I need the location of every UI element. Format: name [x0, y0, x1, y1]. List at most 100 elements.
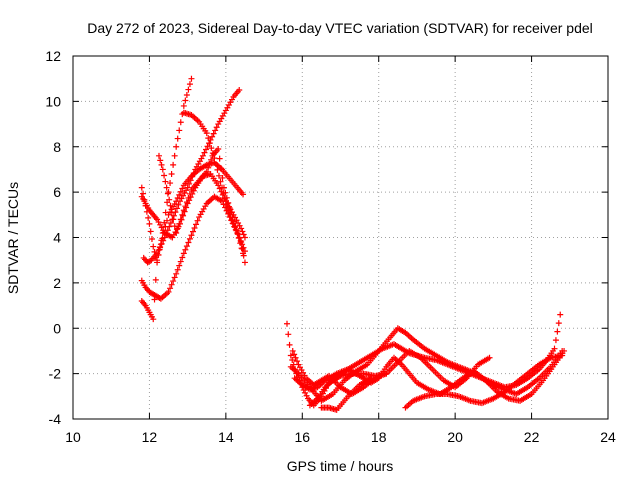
- data-point: [170, 216, 177, 223]
- y-tick-label: 4: [53, 230, 61, 246]
- data-point: [555, 320, 562, 327]
- data-point: [183, 92, 190, 99]
- data-point: [177, 216, 184, 223]
- data-point: [286, 341, 293, 348]
- data-point: [486, 354, 493, 361]
- data-point: [157, 241, 164, 248]
- data-point: [233, 227, 240, 234]
- data-point: [205, 135, 212, 142]
- data-point: [289, 357, 296, 364]
- data-point: [182, 97, 189, 104]
- y-tick-label: 12: [45, 48, 61, 64]
- series-s7: [180, 109, 248, 255]
- data-point: [162, 178, 169, 185]
- data-point: [186, 190, 193, 197]
- data-point: [208, 156, 215, 163]
- data-point: [216, 155, 223, 162]
- x-axis-label: GPS time / hours: [287, 458, 394, 474]
- data-point: [176, 220, 183, 227]
- series-s6: [155, 146, 248, 266]
- data-point: [234, 231, 241, 238]
- data-point: [167, 202, 174, 209]
- data-point: [173, 205, 180, 212]
- data-point: [205, 164, 212, 171]
- data-point: [215, 182, 222, 189]
- data-point: [173, 198, 180, 205]
- grid: [72, 55, 609, 420]
- data-point: [150, 243, 157, 250]
- data-point: [164, 190, 171, 197]
- data-point: [177, 258, 184, 265]
- data-point: [166, 196, 173, 203]
- data-point: [215, 172, 222, 179]
- data-point: [176, 127, 183, 134]
- data-point: [223, 201, 230, 208]
- data-point: [292, 354, 299, 361]
- data-point: [289, 347, 296, 354]
- data-point: [226, 210, 233, 217]
- data-point: [239, 241, 246, 248]
- data-point: [182, 203, 189, 210]
- series-s1: [138, 75, 195, 266]
- data-point: [174, 225, 181, 232]
- data-point: [240, 191, 247, 198]
- x-tick-label: 12: [142, 429, 158, 445]
- data-point: [186, 235, 193, 242]
- data-point: [193, 221, 200, 228]
- data-point: [138, 184, 145, 191]
- x-tick-label: 16: [294, 429, 310, 445]
- data-point: [208, 145, 215, 152]
- x-tick-label: 10: [65, 429, 81, 445]
- data-point: [219, 184, 226, 191]
- data-point: [241, 234, 248, 241]
- y-tick-label: -4: [49, 411, 62, 427]
- data-point: [170, 161, 177, 168]
- data-point: [229, 217, 236, 224]
- y-tick-label: 6: [53, 184, 61, 200]
- plot-frame: [72, 55, 609, 420]
- data-point: [147, 228, 154, 235]
- data-point: [156, 246, 163, 253]
- data-point: [215, 146, 222, 153]
- data-point: [218, 165, 225, 172]
- data-point: [162, 223, 169, 230]
- data-point: [173, 229, 180, 236]
- data-point: [167, 285, 174, 292]
- data-point: [179, 185, 186, 192]
- data-point: [174, 266, 181, 273]
- x-tick-label: 24: [600, 429, 616, 445]
- data-point: [230, 220, 237, 227]
- data-point: [220, 190, 227, 197]
- data-point: [176, 262, 183, 269]
- data-point: [191, 224, 198, 231]
- y-tick-label: 2: [53, 275, 61, 291]
- data-point: [551, 345, 558, 352]
- data-point: [554, 328, 561, 335]
- data-point: [150, 316, 157, 323]
- data-point: [168, 170, 175, 177]
- x-tick-label: 14: [218, 429, 234, 445]
- data-point: [188, 75, 195, 82]
- data-point: [227, 214, 234, 221]
- data-point: [184, 184, 191, 191]
- data-point: [173, 270, 180, 277]
- data-point: [284, 320, 290, 327]
- data-point: [175, 201, 182, 208]
- data-point: [201, 149, 208, 156]
- data-point: [186, 81, 193, 88]
- data-point: [206, 160, 213, 167]
- data-point: [188, 232, 195, 239]
- data-point: [203, 168, 210, 175]
- data-point: [240, 252, 247, 259]
- data-point: [214, 166, 221, 173]
- data-marks: [138, 75, 568, 413]
- data-point: [164, 217, 171, 224]
- data-point: [383, 370, 390, 377]
- data-point: [173, 143, 180, 150]
- data-point: [219, 174, 226, 181]
- data-point: [194, 217, 201, 224]
- y-tick-label: -2: [49, 366, 62, 382]
- data-point: [303, 392, 310, 399]
